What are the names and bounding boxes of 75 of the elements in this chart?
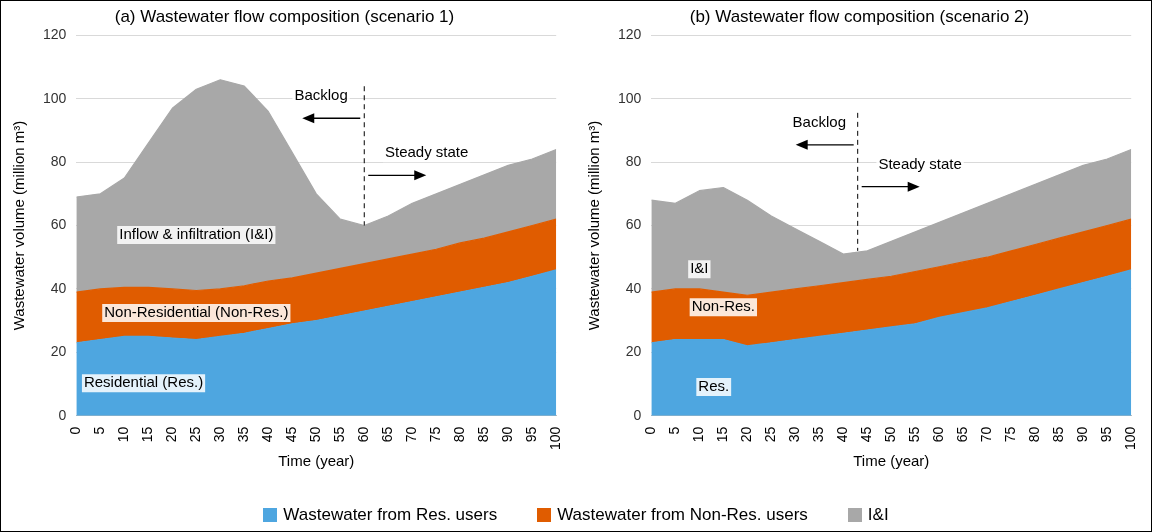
y-tick-label: 20 <box>50 343 67 360</box>
x-tick-label: 5 <box>91 426 108 435</box>
x-tick-label: 95 <box>523 426 540 443</box>
y-tick-label: 0 <box>58 406 67 423</box>
x-tick-label: 50 <box>882 426 899 443</box>
y-tick-label: 80 <box>50 153 67 170</box>
x-tick-label: 55 <box>331 426 348 443</box>
y-tick-label: 100 <box>618 89 642 106</box>
x-tick-label: 75 <box>1002 426 1019 443</box>
legend-label: I&I <box>866 505 889 525</box>
annotation: Steady state <box>384 143 469 161</box>
x-tick-label: 90 <box>499 426 516 443</box>
y-tick-label: 40 <box>625 279 642 296</box>
y-tick-label: 80 <box>625 153 642 170</box>
annotation: Backlog <box>294 86 348 104</box>
x-tick-label: 25 <box>187 426 204 443</box>
x-tick-label: 5 <box>666 426 683 435</box>
legend-label: Wastewater from Non-Res. users <box>556 505 808 525</box>
x-tick-label: 35 <box>235 426 252 443</box>
x-tick-label: 15 <box>139 426 156 443</box>
x-tick-label: 30 <box>786 426 803 443</box>
x-tick-label: 100 <box>1122 426 1139 450</box>
x-tick-label: 60 <box>355 426 372 443</box>
y-tick-label: 120 <box>618 26 642 43</box>
x-tick-label: 0 <box>67 426 84 435</box>
x-tick-label: 100 <box>547 426 564 450</box>
annotation: Steady state <box>878 154 962 172</box>
y-tick-label: 40 <box>50 279 67 296</box>
x-tick-label: 65 <box>379 426 396 443</box>
x-tick-label: 50 <box>307 426 324 443</box>
x-tick-label: 40 <box>259 426 276 443</box>
x-tick-label: 90 <box>1074 426 1091 443</box>
y-tick-label: 60 <box>625 216 642 233</box>
y-tick-label: 120 <box>43 26 67 43</box>
annotation: I&I <box>690 259 709 277</box>
x-tick-label: 60 <box>930 426 947 443</box>
x-tick-label: 55 <box>906 426 923 443</box>
x-tick-label: 35 <box>810 426 827 443</box>
y-tick-label: 100 <box>43 89 67 106</box>
x-tick-label: 20 <box>163 426 180 443</box>
x-tick-label: 20 <box>738 426 755 443</box>
x-axis-title: Time (year) <box>853 452 930 470</box>
y-axis-title: Wastewater volume (million m³) <box>10 120 28 331</box>
x-tick-label: 75 <box>427 426 444 443</box>
y-tick-label: 20 <box>625 343 642 360</box>
x-tick-label: 95 <box>1098 426 1115 443</box>
chart-title: (b) Wastewater flow composition (scenario 2) <box>689 6 1030 26</box>
x-axis-title: Time (year) <box>278 452 355 470</box>
annotation: Inflow & infiltration (I&I) <box>119 225 274 243</box>
annotation: Res. <box>698 377 730 395</box>
x-tick-label: 40 <box>834 426 851 443</box>
x-tick-label: 0 <box>642 426 659 435</box>
x-tick-label: 45 <box>283 426 300 443</box>
x-tick-label: 85 <box>1050 426 1067 443</box>
y-tick-label: 0 <box>633 406 642 423</box>
x-tick-label: 80 <box>451 426 468 443</box>
x-tick-label: 10 <box>115 426 132 443</box>
chart-title: (a) Wastewater flow composition (scenario 1) <box>114 6 455 26</box>
y-tick-label: 60 <box>50 216 67 233</box>
legend-label: Wastewater from Res. users <box>282 505 498 525</box>
x-tick-label: 70 <box>978 426 995 443</box>
x-tick-label: 80 <box>1026 426 1043 443</box>
x-tick-label: 10 <box>690 426 707 443</box>
annotation: Residential (Res.) <box>83 373 204 391</box>
x-tick-label: 25 <box>762 426 779 443</box>
annotation: Non-Res. <box>691 297 756 315</box>
x-tick-label: 15 <box>714 426 731 443</box>
annotation: Backlog <box>792 113 846 130</box>
y-axis-title: Wastewater volume (million m³) <box>585 120 603 331</box>
annotation: Non-Residential (Non-Res.) <box>104 303 289 321</box>
x-tick-label: 85 <box>475 426 492 443</box>
x-tick-label: 65 <box>954 426 971 443</box>
x-tick-label: 30 <box>211 426 228 443</box>
x-tick-label: 70 <box>403 426 420 443</box>
x-tick-label: 45 <box>858 426 875 443</box>
